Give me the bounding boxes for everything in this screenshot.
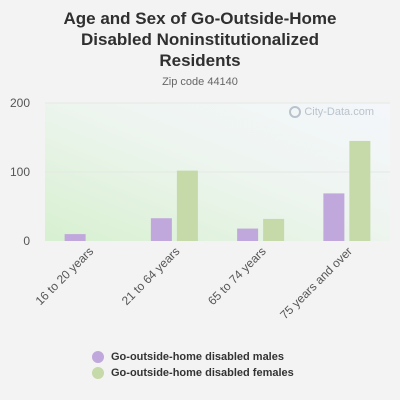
- watermark-text: City-Data.com: [304, 106, 374, 118]
- bar-females: [349, 140, 371, 241]
- chart-title-line-1: Age and Sex of Go-Outside-Home: [63, 9, 337, 28]
- legend: Go-outside-home disabled males Go-outsid…: [92, 349, 294, 381]
- x-tick-label: 75 years and over: [277, 244, 355, 322]
- bar-females: [176, 170, 198, 241]
- x-tick-label: 16 to 20 years: [33, 244, 97, 308]
- legend-item-males: Go-outside-home disabled males: [92, 349, 294, 365]
- chart-title-line-2: Disabled Noninstitutionalized: [80, 30, 319, 49]
- bar-males: [323, 193, 345, 241]
- chart-subtitle: Zip code 44140: [162, 76, 238, 88]
- y-tick-label: 100: [10, 165, 30, 179]
- legend-swatch-males: [92, 351, 104, 363]
- legend-label-females: Go-outside-home disabled females: [111, 367, 294, 379]
- x-tick-label: 21 to 64 years: [119, 244, 183, 308]
- legend-item-females: Go-outside-home disabled females: [92, 365, 294, 381]
- search-icon: [289, 106, 302, 118]
- bar-males: [150, 218, 172, 241]
- watermark: City-Data.com: [289, 106, 374, 118]
- chart-title: Age and Sex of Go-Outside-Home Disabled …: [0, 8, 400, 71]
- bar-females: [263, 218, 285, 241]
- chart-title-line-3: Residents: [159, 51, 241, 70]
- bar-males: [237, 228, 259, 241]
- legend-label-males: Go-outside-home disabled males: [111, 351, 284, 363]
- y-tick-label: 0: [23, 234, 30, 248]
- bar-males: [64, 234, 86, 241]
- legend-swatch-females: [92, 367, 104, 379]
- y-tick-label: 200: [10, 96, 30, 110]
- x-tick-label: 65 to 74 years: [205, 244, 269, 308]
